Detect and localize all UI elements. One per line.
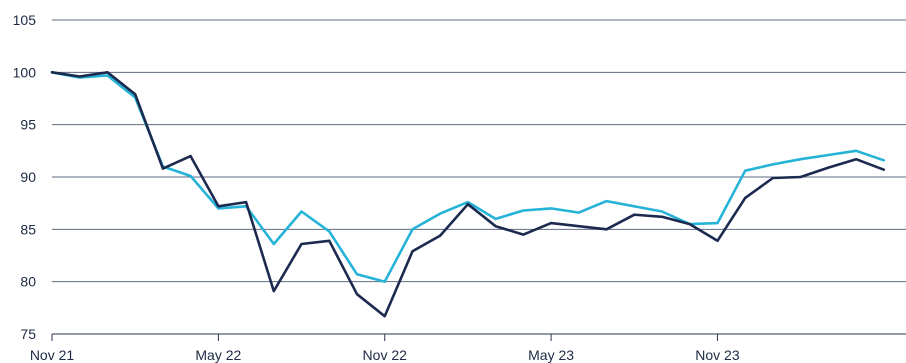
gridlines	[52, 19, 906, 335]
x-tick-label: Nov 22	[363, 347, 408, 363]
y-tick-label: 100	[13, 64, 37, 80]
x-tick-label: Nov 23	[695, 347, 740, 363]
y-tick-label: 105	[13, 12, 37, 28]
series-line-1	[50, 71, 886, 318]
series-line-2	[50, 71, 886, 284]
x-tick-label: May 23	[528, 347, 574, 363]
y-tick-label: 90	[20, 169, 36, 185]
series-lines	[50, 71, 886, 318]
x-tick-label: May 22	[195, 347, 241, 363]
x-axis: Nov 21 May 22 Nov 22 May 23 Nov 23	[30, 334, 740, 363]
y-tick-label: 95	[20, 117, 36, 133]
y-tick-label: 80	[20, 274, 36, 290]
y-tick-label: 75	[20, 326, 36, 342]
y-axis-labels: 75 80 85 90 95 100 105	[13, 12, 37, 342]
x-tick-label: Nov 21	[30, 347, 75, 363]
y-tick-label: 85	[20, 221, 36, 237]
